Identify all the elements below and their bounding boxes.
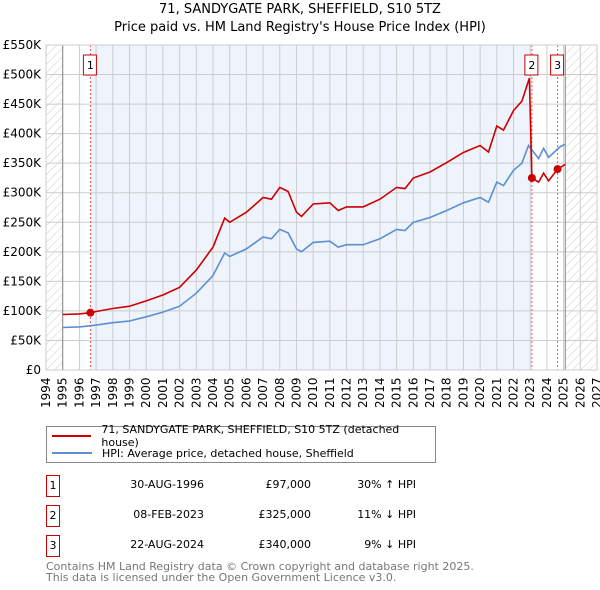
legend-label: 71, SANDYGATE PARK, SHEFFIELD, S10 5TZ (… [101,423,400,449]
x-tick-label: 2011 [323,377,337,408]
x-tick-label: 2022 [507,377,521,408]
x-tick-label: 2018 [440,377,454,408]
y-tick-label: £250K [3,215,43,229]
y-tick-label: £500K [3,68,43,82]
y-tick-label: £200K [3,245,43,259]
x-tick-label: 2015 [390,377,404,408]
x-tick-label: 2002 [173,377,187,408]
sale-marker-label: 3 [554,59,561,72]
y-tick-label: £300K [3,186,43,200]
chart-title: 71, SANDYGATE PARK, SHEFFIELD, S10 5TZ [159,2,441,17]
footer: Contains HM Land Registry data © Crown c… [46,561,474,583]
x-tick-label: 2021 [490,377,504,408]
x-tick-label: 2000 [139,377,153,408]
y-tick-label: £450K [3,97,43,111]
legend: 71, SANDYGATE PARK, SHEFFIELD, S10 5TZ (… [46,423,436,463]
sale-marker-box [524,54,539,76]
sale-date: 22-AUG-2024 [130,538,204,551]
x-tick-label: 2020 [473,377,487,408]
x-tick-label: 1999 [122,377,136,408]
x-tick-label: 2008 [273,377,287,408]
legend-item-property: 71, SANDYGATE PARK, SHEFFIELD, S10 5TZ (… [52,423,435,449]
x-tick-label: 2023 [523,377,537,408]
legend-item-hpi: HPI: Average price, detached house, Shef… [52,445,354,461]
y-tick-label: £100K [3,304,43,318]
sale-price: £325,000 [258,508,312,521]
table-row: 1 30-AUG-1996 £97,000 30% ↑ HPI [46,475,446,497]
sale-hpi-diff: 30% ↑ HPI [357,478,416,491]
x-tick-label: 2005 [223,377,237,408]
sale-badge: 1 [46,475,60,497]
plot-border [45,44,598,371]
x-tick-label: 2004 [206,377,220,408]
y-tick-label: £150K [3,274,43,288]
hpi-line [62,143,566,329]
x-tick-label: 2013 [356,377,370,408]
x-tick-label: 1996 [72,377,86,408]
sale-date: 08-FEB-2023 [133,508,204,521]
sale-date: 30-AUG-1996 [130,478,204,491]
x-tick-label: 2016 [406,377,420,408]
sale-badge: 2 [46,505,60,527]
x-tick-label: 2007 [256,377,270,408]
x-tick-label: 1997 [89,377,103,408]
x-tick-label: 2006 [239,377,253,408]
x-tick-label: 2017 [423,377,437,408]
sale-point [553,165,562,174]
x-tick-label: 2001 [156,377,170,408]
price-chart: 1994 1995 1996 1997 1998 1999 2000 2001 2002 2003… [3,38,600,408]
chart-subtitle: Price paid vs. HM Land Registry's House … [114,20,486,35]
x-tick-label: 2009 [289,377,303,408]
table-row: 3 22-AUG-2024 £340,000 9% ↓ HPI [46,535,446,557]
sale-price: £97,000 [265,478,312,491]
legend-swatch-red [52,435,92,437]
x-tick-label: 2025 [557,377,571,408]
table-row: 2 08-FEB-2023 £325,000 11% ↓ HPI [46,505,446,527]
shaded-period [90,45,532,370]
sale-marker-label: 2 [528,59,535,72]
x-tick-label: 2014 [373,377,387,408]
footer-licence: This data is licensed under the Open Gov… [46,571,397,584]
sale-hpi-diff: 9% ↓ HPI [364,538,416,551]
x-tick-label: 2019 [456,377,470,408]
y-tick-label: £0 [26,363,41,377]
x-tick-label: 2027 [590,377,600,408]
legend-label: HPI: Average price, detached house, Shef… [102,446,354,460]
sale-marker-box [82,54,97,76]
x-tick-label: 2026 [573,377,587,408]
x-tick-label: 2010 [306,377,320,408]
y-tick-label: £350K [3,156,43,170]
sale-point [527,173,536,182]
sale-badge: 3 [46,535,60,557]
sale-hpi-diff: 11% ↓ HPI [357,508,416,521]
x-tick-label: 1994 [39,377,53,408]
footer-copyright: Contains HM Land Registry data © Crown c… [46,560,474,573]
y-tick-label: £400K [3,127,43,141]
sale-marker-box [550,54,565,76]
y-tick-label: £50K [10,333,42,347]
sale-price: £340,000 [258,538,312,551]
y-tick-label: £550K [3,38,43,52]
property-price-line [62,77,566,316]
hatched-region-before [46,45,63,370]
x-tick-label: 1995 [56,377,70,408]
x-tick-label: 2003 [189,377,203,408]
sale-point [86,308,95,317]
legend-swatch-blue [52,452,92,454]
x-tick-label: 2024 [540,377,554,408]
x-tick-label: 2012 [340,377,354,408]
x-tick-label: 1998 [106,377,120,408]
sale-marker-label: 1 [87,59,94,72]
hatched-region-after [565,45,597,370]
